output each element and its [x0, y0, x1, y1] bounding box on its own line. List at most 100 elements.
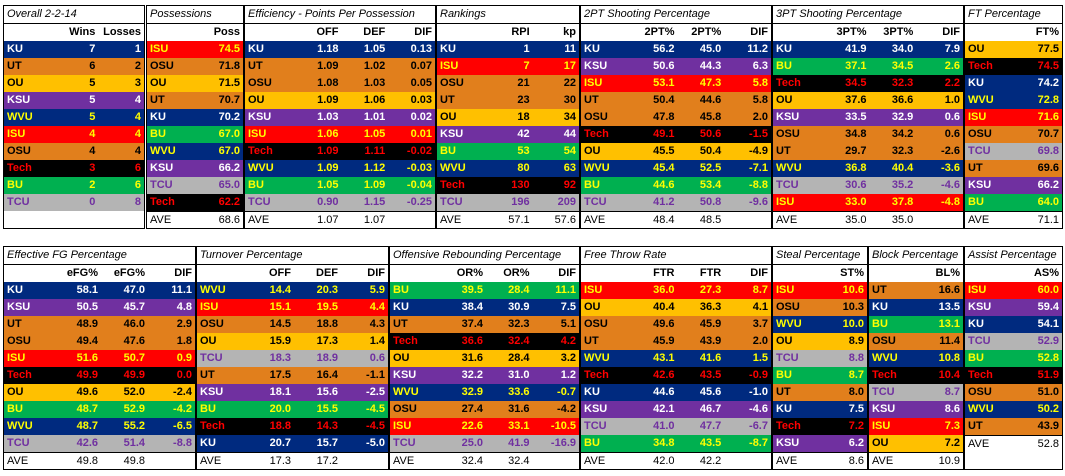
table-title: Steal Percentage [773, 247, 867, 265]
stat-value: 71.8 [218, 60, 240, 72]
team-row-tcu: TCU 18.3 18.9 0.6 [197, 350, 388, 367]
table-title: Possessions [147, 6, 243, 24]
stat-value: 51.0 [1037, 386, 1059, 398]
team-name: OU [200, 335, 217, 347]
team-name: OU [248, 94, 265, 106]
stat-value: 43.5 [699, 369, 722, 381]
stat-value: 2 [89, 179, 96, 191]
team-row-isu: ISU 22.6 33.1 -10.5 [390, 418, 579, 435]
stat-value: 41.0 [653, 420, 675, 432]
table-title: Assist Percentage [965, 247, 1062, 265]
team-name: TCU [968, 335, 991, 347]
stat-value: 0.6 [944, 128, 960, 140]
team-name: KSU [200, 386, 224, 398]
stat-value: 56.2 [653, 43, 675, 55]
stat-value: 37.8 [891, 196, 914, 208]
table-title: Overall 2-2-14 [4, 6, 144, 24]
team-name: TCU [584, 196, 607, 208]
team-row-ku: KU 1.18 1.05 0.13 [245, 41, 435, 58]
stat-value: 44.3 [699, 60, 722, 72]
stat-value: -2.6 [941, 145, 960, 157]
stat-value: 49.6 [76, 386, 98, 398]
stat-value: 4 [134, 111, 142, 123]
stat-value: 36.8 [845, 162, 867, 174]
team-name: OSU [776, 301, 800, 313]
header-row: OFF DEF DIF [197, 265, 388, 282]
stat-value: 41.2 [653, 196, 675, 208]
average-row: AVE 1.07 1.07 [245, 211, 435, 228]
team-name: WVU [776, 162, 802, 174]
column-header: DIF [414, 26, 432, 38]
team-name: WVU [200, 284, 226, 296]
stat-value: 6 [134, 179, 142, 191]
table-twopt: 2PT Shooting Percentage 2PT% 2PT% DIF KU 56.2… [580, 5, 772, 229]
stat-value: 55.2 [123, 420, 145, 432]
team-name: KSU [872, 403, 896, 415]
team-row-ou: OU 7.2 [869, 435, 963, 452]
stat-value: 36.0 [653, 284, 675, 296]
stat-value: 43.9 [1037, 420, 1059, 432]
table-overall: Overall 2-2-14 Wins Losses KU 7 1 UT 6 2 OU 5 3 KSU 5… [3, 5, 145, 229]
stat-value: 7.5 [848, 403, 864, 415]
stat-value: 34.2 [891, 128, 914, 140]
average-value: 57.6 [554, 214, 576, 226]
stat-value: 18.8 [269, 420, 291, 432]
stat-value: -8.7 [749, 437, 768, 449]
stat-value: 0.0 [176, 369, 192, 381]
table-title: Effective FG Percentage [4, 247, 195, 265]
stat-value: 33.6 [508, 386, 530, 398]
stat-value: 1.2 [560, 369, 576, 381]
team-row-ut: UT 43.9 [965, 418, 1062, 435]
team-name: ISU [872, 420, 891, 432]
stat-value: 45.4 [653, 162, 675, 174]
team-row-bu: BU 2 6 [4, 177, 144, 194]
team-row-osu: OSU 49.4 47.6 1.8 [4, 333, 195, 350]
table-possessions: Possessions Poss ISU 74.5 OSU 71.8 OU 71.5 UT 70.… [146, 5, 244, 229]
team-name: ISU [440, 60, 459, 72]
stat-value: 13.1 [938, 318, 960, 330]
team-name: WVU [968, 94, 994, 106]
stat-value: 53.4 [699, 179, 722, 191]
stat-value: 27.4 [461, 403, 483, 415]
stat-value: 45.5 [653, 145, 675, 157]
team-row-tcu: TCU 196 209 [437, 194, 579, 211]
stat-value: 5.8 [752, 94, 768, 106]
team-name: WVU [248, 162, 274, 174]
team-row-tech: Tech 74.5 [965, 58, 1062, 75]
stat-value: 71.6 [1037, 111, 1059, 123]
team-name: OSU [584, 111, 608, 123]
stat-value: 45.7 [123, 301, 145, 313]
team-row-tcu: TCU 0.90 1.15 -0.25 [245, 194, 435, 211]
stat-value: -0.7 [557, 386, 576, 398]
team-name: KU [248, 43, 264, 55]
team-row-bu: BU 52.8 [965, 350, 1062, 367]
average-row: AVE 42.0 42.2 [581, 452, 771, 469]
stat-value: 28.4 [508, 284, 530, 296]
stat-value: -0.25 [406, 196, 432, 208]
team-name: KU [776, 403, 792, 415]
stat-value: -4.8 [941, 196, 960, 208]
team-row-ut: UT 69.6 [965, 160, 1062, 177]
average-value: 35.0 [845, 214, 867, 226]
column-header: Losses [103, 26, 142, 38]
team-name: TCU [776, 179, 799, 191]
team-name: ISU [7, 128, 26, 140]
stat-value: 1.05 [363, 43, 386, 55]
team-row-tech: Tech 51.9 [965, 367, 1062, 384]
stat-value: 1 [523, 43, 530, 55]
team-name: BU [776, 60, 792, 72]
stat-value: 18 [517, 111, 530, 123]
team-row-ksu: KSU 33.5 32.9 0.6 [773, 109, 963, 126]
average-value: 8.6 [848, 455, 864, 467]
team-name: OU [584, 301, 601, 313]
stat-value: 1.01 [363, 111, 386, 123]
stat-value: 1.09 [317, 162, 339, 174]
stat-value: 41.6 [699, 352, 722, 364]
table-title: Turnover Percentage [197, 247, 388, 265]
stat-value: 8 [134, 196, 142, 208]
average-row: AVE 17.3 17.2 [197, 452, 388, 469]
team-name: OSU [200, 318, 224, 330]
team-row-isu: ISU 10.6 [773, 282, 867, 299]
stat-value: 4.4 [369, 301, 385, 313]
stat-value: -0.04 [406, 179, 432, 191]
